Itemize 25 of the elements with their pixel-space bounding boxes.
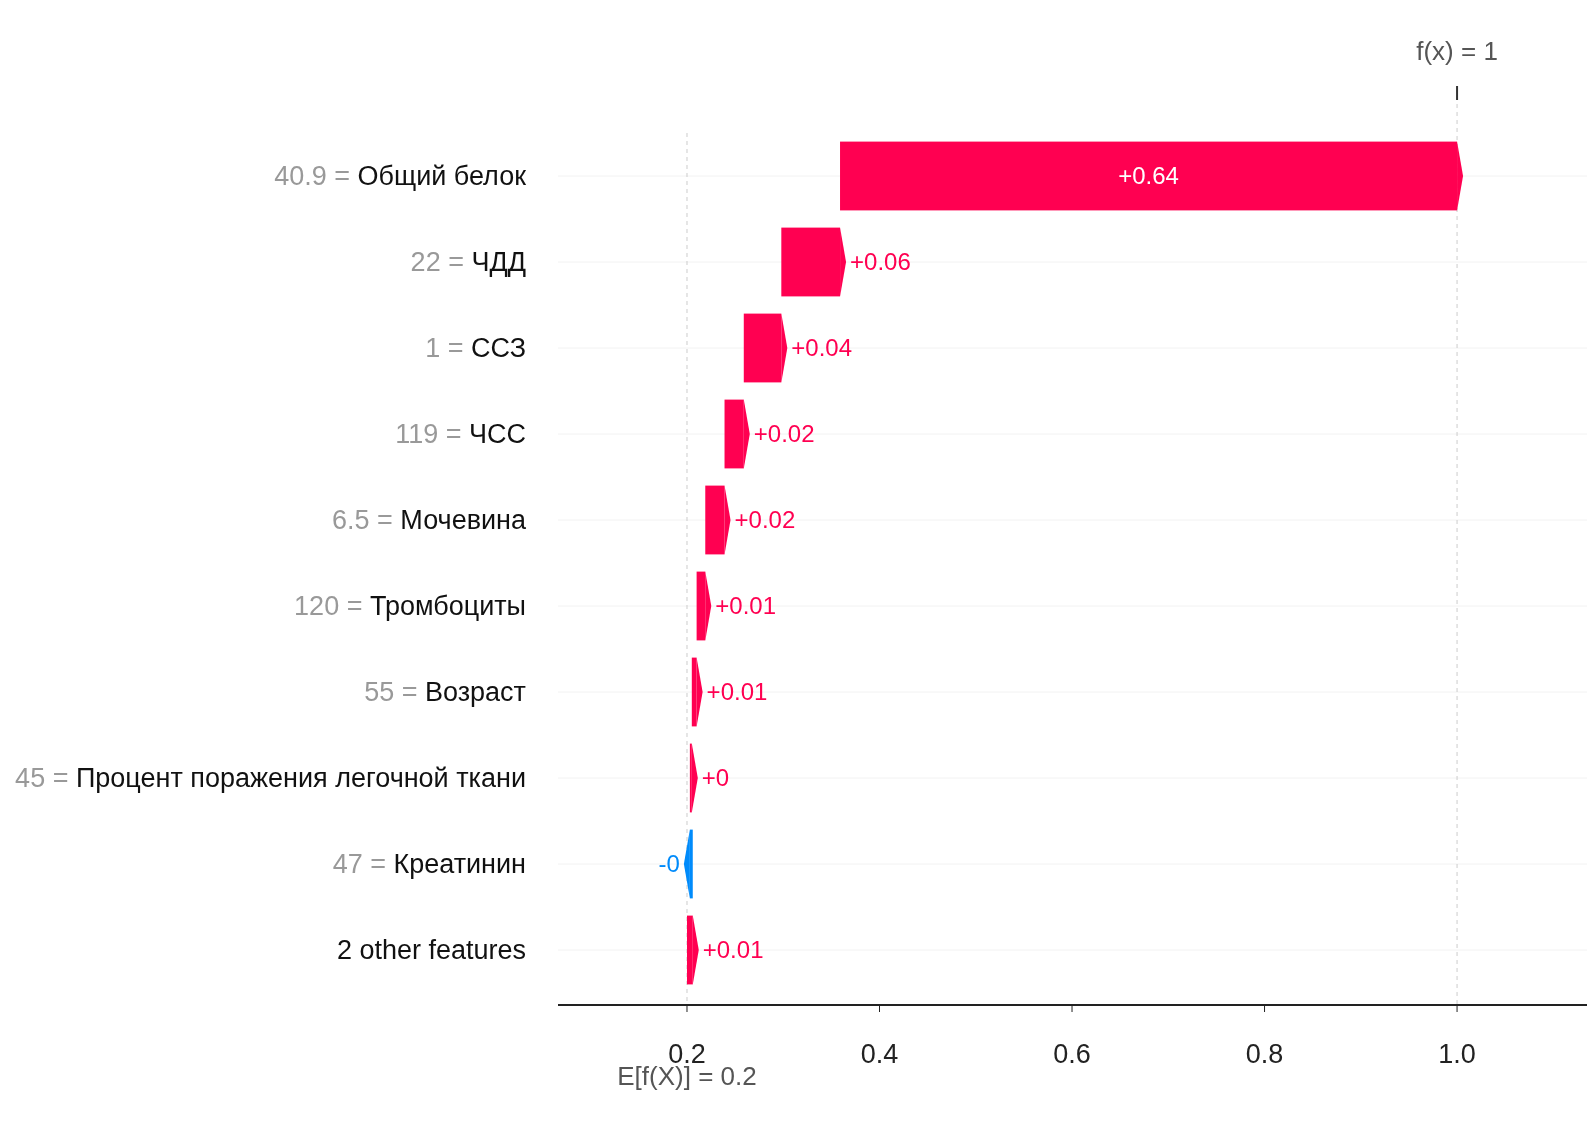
y-tick-label: 120 = Тромбоциты [294, 591, 526, 622]
data-label: +0.01 [715, 592, 777, 620]
data-label: +0.02 [753, 420, 815, 448]
x-tick-label: 1.0 [1438, 1039, 1476, 1069]
data-label: +0.64 [1118, 162, 1179, 190]
y-tick-label: 22 = ЧДД [410, 247, 526, 278]
data-label: +0.01 [702, 936, 764, 964]
data-label: +0.02 [734, 506, 796, 534]
x-tick-label: 0.8 [1245, 1039, 1284, 1069]
y-tick-label: 55 = Возраст [364, 677, 526, 708]
data-label: +0.06 [850, 248, 911, 276]
y-tick-label: 40.9 = Общий белок [274, 161, 527, 192]
ref-line-label: f(x) = 1 [1416, 36, 1498, 66]
y-tick-label: 2 other features [336, 935, 526, 966]
data-label: -0 [658, 850, 680, 878]
y-tick-label: 47 = Креатинин [332, 849, 526, 880]
y-tick-label: 6.5 = Мочевина [332, 505, 527, 536]
data-label: +0.04 [791, 334, 853, 362]
y-tick-label: 119 = ЧСС [395, 419, 526, 450]
data-label: +0 [701, 764, 730, 792]
data-label: +0.01 [706, 678, 768, 706]
y-tick-label: 45 = Процент поражения легочной ткани [15, 763, 526, 794]
y-tick-label: 1 = ССЗ [425, 333, 526, 364]
x-tick-label: 0.6 [1053, 1039, 1091, 1069]
x-tick-label: 0.4 [860, 1039, 899, 1069]
